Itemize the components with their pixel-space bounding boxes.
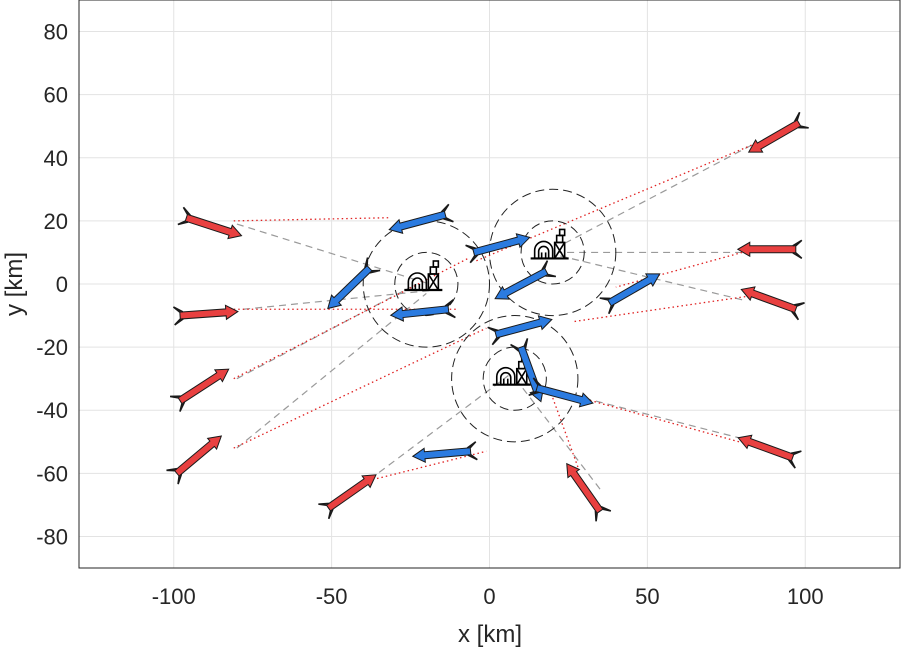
base-inner-circle-1 bbox=[520, 220, 585, 285]
red-agent bbox=[169, 368, 230, 412]
red-agent bbox=[737, 434, 802, 469]
gray-link-1 bbox=[243, 289, 433, 310]
gray-link-6 bbox=[520, 381, 743, 440]
y-tick-label: -80 bbox=[36, 524, 68, 549]
red-agent bbox=[566, 462, 612, 522]
y-tick-label: -40 bbox=[36, 398, 68, 423]
base-outer-circle-1 bbox=[489, 188, 617, 317]
x-tick-label: 0 bbox=[483, 584, 495, 609]
x-axis-label: x [km] bbox=[458, 621, 522, 647]
red-link-5 bbox=[552, 397, 579, 468]
blue-agent bbox=[411, 441, 478, 464]
red-agent bbox=[172, 304, 239, 326]
red-link-8 bbox=[615, 251, 743, 288]
red-agent bbox=[166, 435, 223, 485]
gray-link-7 bbox=[558, 255, 743, 301]
gray-link-0 bbox=[236, 223, 430, 285]
y-tick-label: 20 bbox=[44, 209, 68, 234]
blue-agent bbox=[599, 273, 661, 315]
x-tick-label: 50 bbox=[635, 584, 659, 609]
base-icon bbox=[492, 354, 531, 386]
y-tick-label: 40 bbox=[44, 146, 68, 171]
red-agent bbox=[318, 474, 377, 520]
blue-agent bbox=[494, 260, 557, 300]
y-tick-label: 80 bbox=[44, 20, 68, 45]
x-tick-label: -100 bbox=[152, 584, 196, 609]
red-link-3 bbox=[233, 327, 487, 449]
base-icon bbox=[530, 228, 569, 260]
gray-link-2 bbox=[236, 286, 411, 380]
base-icons bbox=[404, 228, 569, 386]
blue-agent bbox=[528, 377, 594, 408]
blue-agent bbox=[389, 299, 456, 322]
plot-area-frame bbox=[78, 0, 901, 569]
red-agent bbox=[736, 239, 803, 259]
red-agent bbox=[177, 206, 243, 240]
blue-agent bbox=[465, 233, 531, 264]
blue-agent bbox=[327, 257, 381, 310]
y-tick-label: -20 bbox=[36, 335, 68, 360]
x-tick-labels: -100 -50 0 50 100 bbox=[152, 584, 824, 609]
x-tick-label: 100 bbox=[787, 584, 824, 609]
y-axis-label: y [km] bbox=[1, 252, 28, 316]
red-link-2 bbox=[233, 258, 468, 380]
x-tick-label: -50 bbox=[316, 584, 348, 609]
red-link-0 bbox=[233, 217, 389, 222]
y-tick-labels: -80 -60 -40 -20 0 20 40 60 80 bbox=[36, 20, 68, 550]
target-links bbox=[233, 144, 752, 490]
y-tick-label: -60 bbox=[36, 461, 68, 486]
gray-link-3 bbox=[236, 293, 427, 449]
gray-link-4 bbox=[369, 375, 509, 481]
blue-agent bbox=[388, 203, 454, 234]
red-link-4 bbox=[372, 450, 487, 481]
red-agent bbox=[747, 111, 809, 153]
base-outer-circle-2 bbox=[451, 315, 579, 443]
blue-agent bbox=[487, 315, 553, 346]
base-icon bbox=[404, 260, 443, 292]
y-tick-label: 0 bbox=[56, 272, 68, 297]
agents bbox=[166, 111, 809, 522]
red-link-9 bbox=[473, 144, 752, 263]
red-agent bbox=[740, 286, 805, 321]
base-range-circles bbox=[362, 188, 617, 443]
y-tick-label: 60 bbox=[44, 83, 68, 108]
gray-link-5 bbox=[517, 381, 601, 490]
